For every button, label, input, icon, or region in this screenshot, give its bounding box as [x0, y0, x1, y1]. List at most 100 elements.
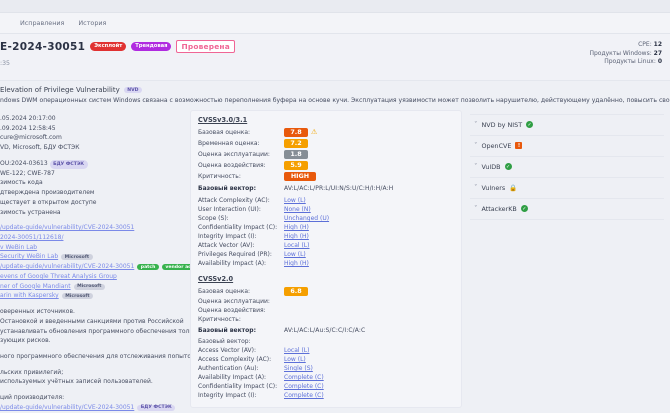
- source-item-attackerkb[interactable]: ˅ AttackerKB ✓: [470, 199, 664, 220]
- metric-row: Privileges Required (PR): Low (L): [198, 250, 306, 258]
- metric-row: Confidentiality Impact (C): High (H): [198, 223, 309, 231]
- stat-cpe: CPE: 12: [638, 41, 662, 48]
- meta-contact-email: cure@microsoft.com: [0, 134, 62, 142]
- metric-row: Integrity Impact (I): High (H): [198, 232, 309, 240]
- meta-code-exec: зимость кода: [0, 179, 43, 187]
- cvss2-exploitability-row: Оценка эксплуатации:: [198, 297, 270, 305]
- cvss2-base-score-row: Базовая оценка: 6.8: [198, 286, 454, 297]
- source-name: OpenCVE: [481, 141, 512, 150]
- recommendation-line: Остановкой и введенными санкциями против…: [0, 317, 184, 325]
- meta-sources: VD, Microsoft, БДУ ФСТЭК: [0, 144, 80, 152]
- meta-vendor-confirmed: дтверждена производителем: [0, 189, 95, 197]
- cvss2-base-score: 6.8: [284, 286, 308, 297]
- reference-link[interactable]: 2024-30051/112618/: [0, 234, 64, 242]
- cvss3-exploitability-row: Оценка эксплуатации: 1.8: [198, 149, 454, 160]
- cve-id-row: E-2024-30051 Эксплойт Трендовая Проверен…: [0, 40, 662, 53]
- metric-row: Access Vector (AV): Local (L): [198, 346, 310, 354]
- cvss3-vector-string: AV:L/AC:L/PR:L/UI:N/S:U/C:H/I:H/A:H: [284, 184, 394, 192]
- metric-row: Availability Impact (A): Complete (C): [198, 373, 324, 381]
- source-name: AttackerKB: [481, 204, 517, 213]
- meta-modified: .09.2024 12:58:45: [0, 124, 56, 132]
- check-circle-icon: ✓: [520, 205, 528, 213]
- check-circle-icon: ✓: [504, 163, 512, 171]
- source-item-nvd[interactable]: ˅ NVD by NIST ✓: [470, 113, 664, 136]
- check-circle-icon: ✓: [526, 121, 534, 129]
- cvss3-base-score-row: Базовая оценка: 7.8 ⚠: [198, 127, 318, 138]
- reference-link[interactable]: /update-guide/vulnerability/CVE-2024-300…: [0, 224, 135, 232]
- stat-windows-products: Продукты Windows: 27: [589, 49, 662, 57]
- chevron-down-icon: ˅: [474, 121, 478, 128]
- page-title: E-2024-30051: [0, 40, 86, 53]
- reference-row: /update-guide/vulnerability/CVE-2024-300…: [0, 262, 211, 272]
- recommendation-line: ного программного обеспечения для отслеж…: [0, 352, 195, 360]
- chevron-down-icon: ˅: [474, 184, 478, 191]
- reference-row: ner of Google Mandiant Microsoft: [0, 282, 186, 292]
- cvss3-impact-row: Оценка воздействия: 5.9: [198, 160, 454, 171]
- meta-cwe: WE-122; CWE-787: [0, 169, 55, 177]
- vulnerability-description: ndows DWM операционных систем Windows св…: [0, 97, 670, 104]
- cvss3-vector-row: Базовый вектор: AV:L/AC:L/PR:L/UI:N/S:U/…: [198, 184, 394, 192]
- pill-fstec: БДУ ФСТЭК: [49, 160, 88, 169]
- alert-square-icon: !: [515, 142, 523, 150]
- vulnerability-title: Elevation of Privilege Vulnerability: [0, 86, 120, 94]
- final-reference-row: /update-guide/vulnerability/CVE-2024-300…: [0, 403, 186, 413]
- recommendation-line: устанавливать обновления программного об…: [0, 327, 201, 335]
- recommendation-line: ций производителя:: [0, 394, 65, 402]
- cvss3-severity-row: Критичность: HIGH: [198, 171, 454, 182]
- metric-row: User Interaction (UI): None (N): [198, 205, 311, 213]
- metric-value-link[interactable]: Low (L): [284, 196, 306, 204]
- metric-value-link[interactable]: High (H): [284, 259, 309, 267]
- metric-value-link[interactable]: Low (L): [284, 355, 306, 363]
- metric-row: Scope (S): Unchanged (U): [198, 214, 330, 222]
- source-pill-nvd: NVD: [123, 87, 142, 93]
- source-item-vulners[interactable]: ˅ Vulners 🔒: [470, 178, 664, 199]
- left-column: .05.2024 20:17:00 .09.2024 12:58:45 cure…: [0, 110, 211, 413]
- reference-link[interactable]: v WeBin Lab: [0, 243, 38, 251]
- reference-link[interactable]: arin with Kaspersky: [0, 292, 59, 300]
- badge-verified[interactable]: Проверена: [176, 40, 235, 53]
- metric-value-link[interactable]: Unchanged (U): [284, 214, 330, 222]
- cvss2-heading: CVSSv2.0: [198, 274, 234, 283]
- metric-value-link[interactable]: High (H): [284, 223, 309, 231]
- tab-fixes[interactable]: Исправления: [20, 19, 65, 27]
- tab-bar: Исправления История: [0, 13, 670, 34]
- sources-accordion: ˅ NVD by NIST ✓ ˅ OpenCVE ! ˅ VulDB ✓ ˅ …: [462, 110, 670, 220]
- cvss2-severity-row: Критичность:: [198, 315, 241, 323]
- pill-fstec: БДУ ФСТЭК: [137, 404, 176, 411]
- badge-trending[interactable]: Трендовая: [131, 42, 172, 51]
- cvss3-metrics: Attack Complexity (AC): Low (L) User Inte…: [198, 196, 454, 268]
- source-name: NVD by NIST: [481, 120, 523, 129]
- metric-value-link[interactable]: Local (L): [284, 346, 310, 354]
- reference-link[interactable]: /update-guide/vulnerability/CVE-2024-300…: [0, 403, 135, 411]
- timeline-fragment: :35: [0, 60, 10, 67]
- metric-value-link[interactable]: None (N): [284, 205, 311, 213]
- recommendation-line: используемых учётных записей пользовател…: [0, 378, 153, 386]
- recommendation-line: зующих рисков.: [0, 337, 51, 345]
- badge-exploit[interactable]: Эксплойт: [90, 42, 127, 51]
- source-item-opencve[interactable]: ˅ OpenCVE !: [470, 136, 664, 157]
- reference-link[interactable]: ner of Google Mandiant: [0, 282, 71, 290]
- metric-value-link[interactable]: Local (L): [284, 241, 310, 249]
- reference-link[interactable]: /update-guide/vulnerability/CVE-2024-300…: [0, 263, 135, 271]
- metric-row: Authentication (Au): Single (S): [198, 364, 313, 372]
- browser-top-strip: [0, 0, 670, 13]
- cvss2-vector-row: Базовый вектор: AV:L/AC:L/Au:S/C:C/I:C/A…: [198, 326, 366, 334]
- reference-link[interactable]: evens of Google Threat Analysis Group: [0, 272, 117, 280]
- reference-links: /update-guide/vulnerability/CVE-2024-300…: [0, 223, 211, 301]
- tab-history[interactable]: История: [78, 19, 107, 27]
- metric-value-link[interactable]: Single (S): [284, 364, 313, 372]
- reference-row: Security WeBin Lab Microsoft: [0, 252, 186, 262]
- metric-row: Confidentiality Impact (C): Complete (C): [198, 382, 324, 390]
- reference-link[interactable]: Security WeBin Lab: [0, 253, 59, 261]
- metric-row: Attack Vector (AV): Local (L): [198, 241, 310, 249]
- metric-row: Access Complexity (AC): Low (L): [198, 355, 306, 363]
- metric-value-link[interactable]: Complete (C): [284, 373, 324, 381]
- metric-value-link[interactable]: Low (L): [284, 250, 306, 258]
- metric-value-link[interactable]: High (H): [284, 232, 309, 240]
- pill-microsoft: Microsoft: [61, 254, 93, 261]
- metric-row: Integrity Impact (I): Complete (C): [198, 391, 324, 399]
- source-item-vuldb[interactable]: ˅ VulDB ✓: [470, 157, 664, 178]
- metric-value-link[interactable]: Complete (C): [284, 391, 324, 399]
- metric-value-link[interactable]: Complete (C): [284, 382, 324, 390]
- metric-row: Attack Complexity (AC): Low (L): [198, 196, 306, 204]
